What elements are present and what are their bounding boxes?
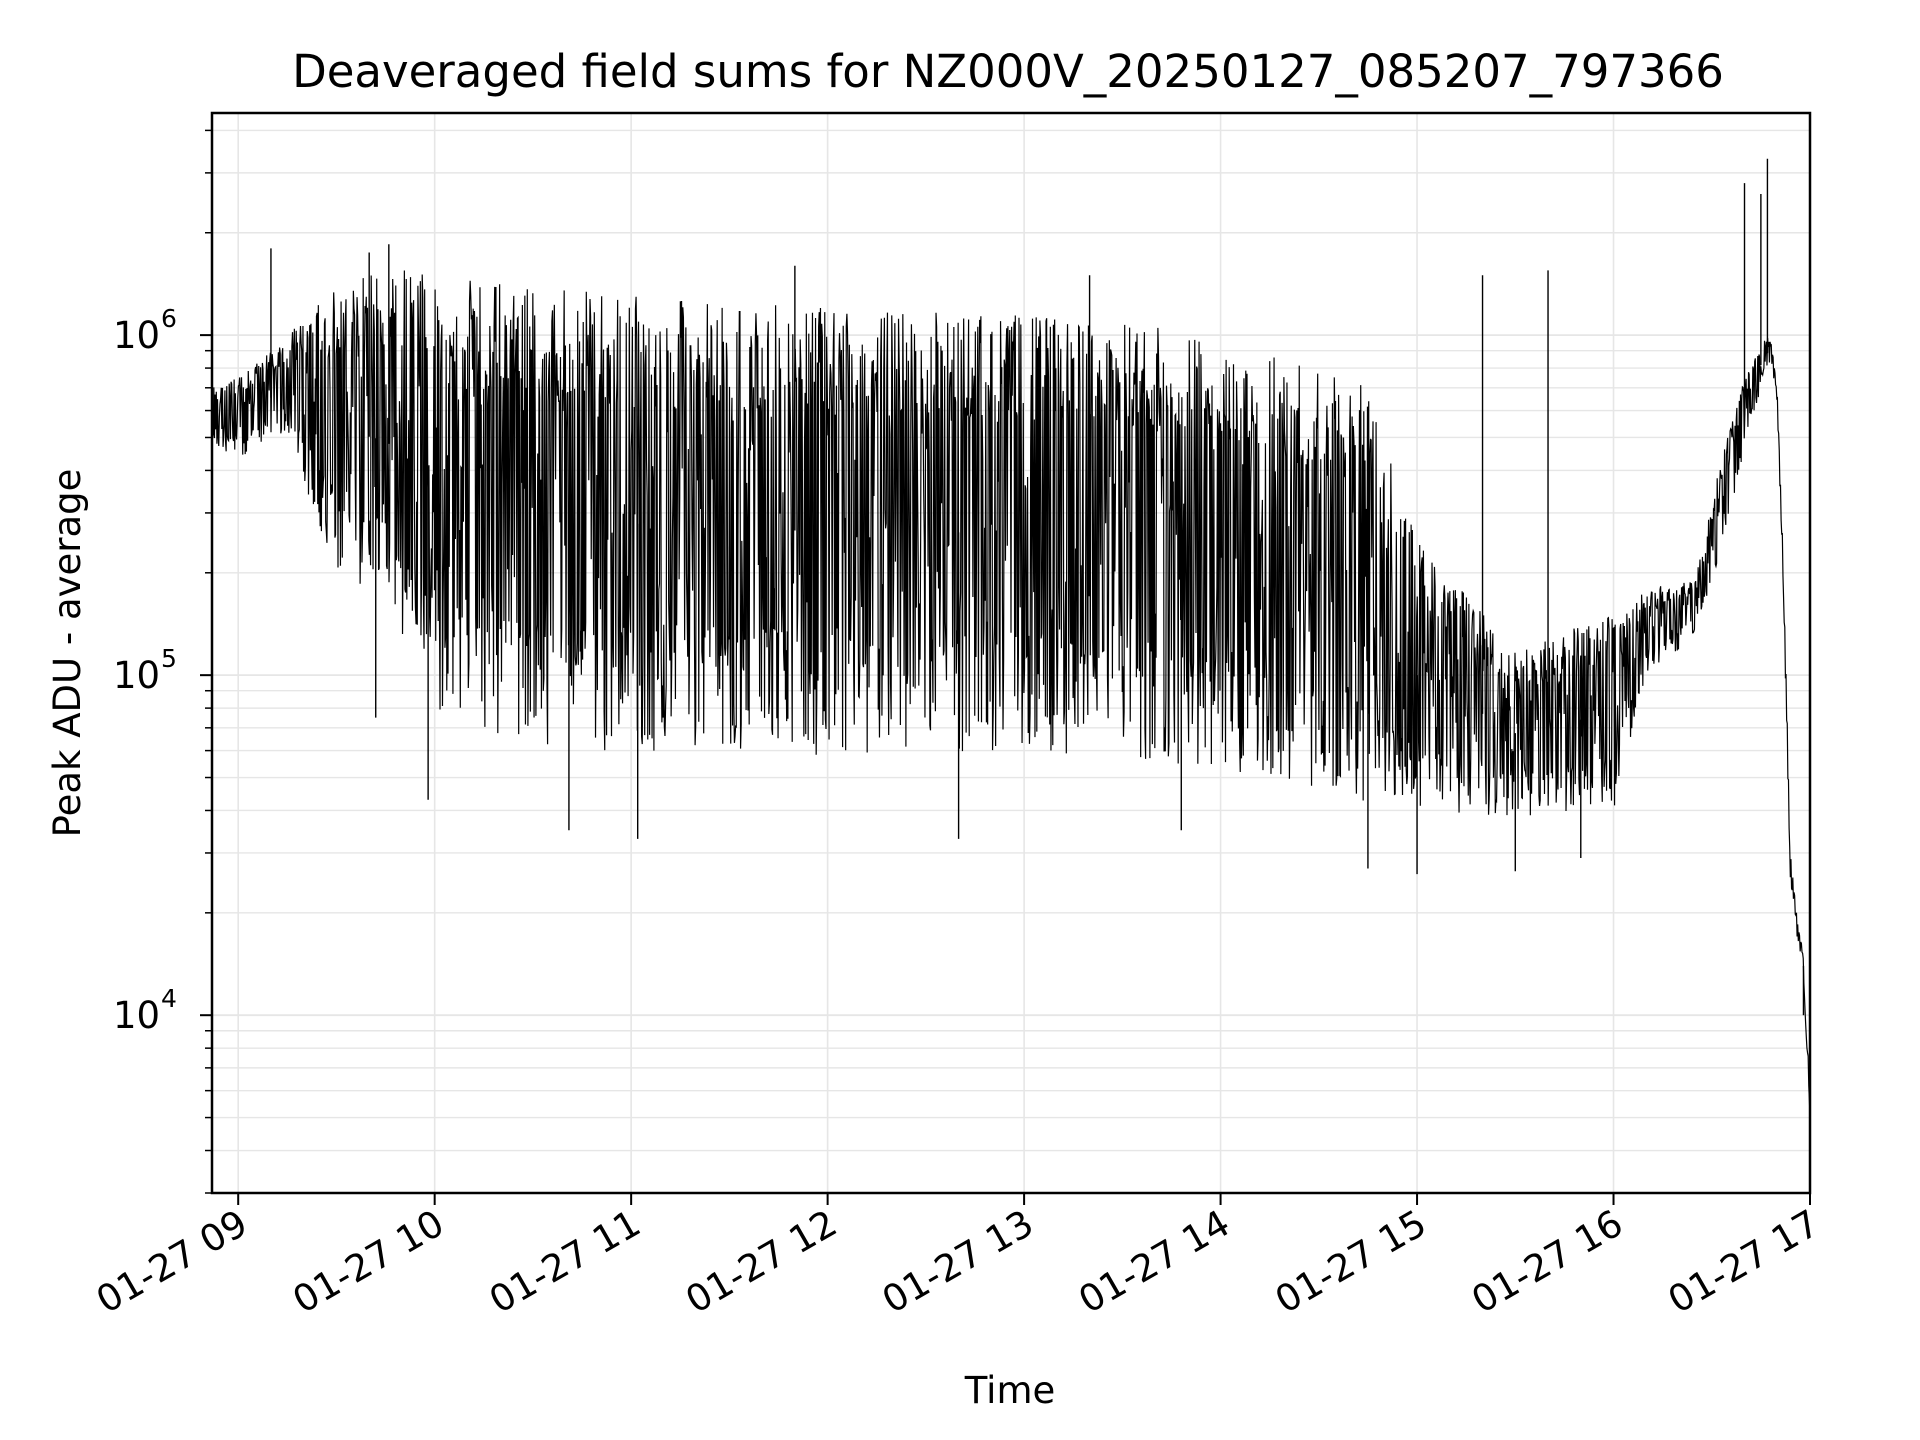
y-tick-exponent: 6 <box>161 304 177 333</box>
x-tick-label: 01-27 17 <box>1661 1202 1827 1322</box>
x-tick-label: 01-27 15 <box>1268 1202 1434 1322</box>
x-tick-label: 01-27 10 <box>286 1202 452 1322</box>
x-tick-label: 01-27 09 <box>89 1202 255 1322</box>
y-tick-exponent: 5 <box>161 644 177 673</box>
y-tick-base: 10 <box>113 654 160 697</box>
y-tick-exponent: 4 <box>161 984 177 1013</box>
series-line <box>211 270 1811 1116</box>
y-axis-label: Peak ADU - average <box>46 469 89 838</box>
chart-title: Deaveraged field sums for NZ000V_2025012… <box>292 45 1724 98</box>
x-tick-label: 01-27 13 <box>875 1202 1041 1322</box>
x-tick-label: 01-27 14 <box>1072 1202 1238 1322</box>
x-axis-label: Time <box>964 1369 1056 1412</box>
y-tick-base: 10 <box>113 314 160 357</box>
x-tick-label: 01-27 16 <box>1464 1202 1630 1322</box>
data-series <box>211 158 1811 1116</box>
x-tick-label: 01-27 12 <box>679 1202 845 1322</box>
y-tick-label: 10 5 <box>113 644 177 697</box>
x-tick-label: 01-27 11 <box>482 1202 648 1322</box>
y-tick-label: 10 4 <box>113 984 177 1037</box>
grid-lines <box>212 113 1811 1194</box>
y-tick-label: 10 6 <box>113 304 177 357</box>
y-tick-base: 10 <box>113 994 160 1037</box>
plot-frame <box>210 111 1812 1195</box>
